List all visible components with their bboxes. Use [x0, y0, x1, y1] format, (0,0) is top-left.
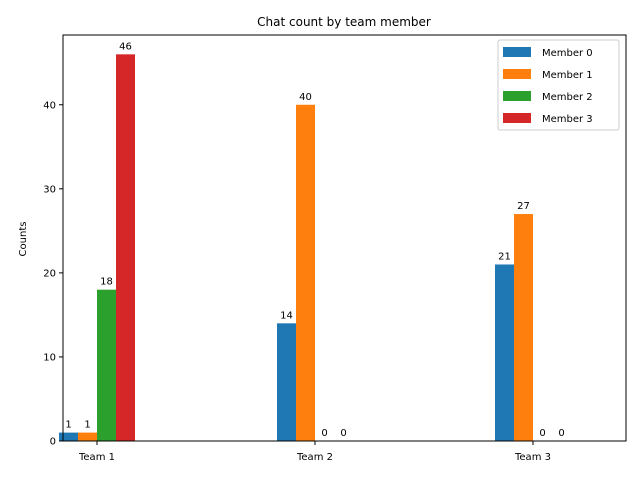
bar-member-1-team-2: [296, 104, 315, 441]
plot-area: 1 14 21 1 40 27 18 0 0 46 0 0 0 10 20 30 40 Team 1 Team 2 T…: [43, 34, 627, 463]
bar-member-1-team-1: [78, 432, 97, 441]
bar-member-0-team-1: [59, 432, 78, 441]
data-label: 40: [299, 92, 312, 103]
x-tick-label: Team 1: [78, 452, 115, 463]
legend-label: Member 3: [542, 114, 593, 125]
chart-title: Chat count by team member: [257, 15, 431, 29]
bar-member-2-team-1: [97, 289, 116, 441]
y-tick-label: 20: [43, 268, 56, 279]
x-tick-label: Team 3: [514, 452, 551, 463]
legend-swatch: [503, 113, 531, 123]
legend: Member 0 Member 1 Member 2 Member 3: [497, 39, 620, 131]
bar-member-0-team-3: [495, 264, 514, 441]
axes-frame: [62, 34, 627, 442]
bar-member-1-team-3: [514, 214, 533, 441]
data-label: 21: [498, 251, 511, 262]
data-label: 18: [100, 277, 113, 288]
data-label: 0: [340, 428, 346, 439]
data-label: 0: [558, 428, 564, 439]
data-label: 14: [280, 310, 293, 321]
legend-swatch: [503, 91, 531, 101]
data-label: 27: [517, 201, 530, 212]
data-label: 1: [65, 420, 71, 431]
y-tick-label: 30: [43, 184, 56, 195]
data-label: 0: [539, 428, 545, 439]
bar-member-3-team-1: [116, 54, 135, 441]
data-label: 46: [119, 41, 132, 52]
legend-swatch: [503, 69, 531, 79]
bar-member-0-team-2: [277, 323, 296, 441]
y-axis-label: Counts: [18, 222, 29, 257]
legend-label: Member 1: [542, 70, 593, 81]
x-tick-label: Team 2: [296, 452, 333, 463]
legend-label: Member 0: [542, 48, 593, 59]
legend-box: [497, 39, 620, 131]
data-label: 1: [84, 420, 90, 431]
y-tick-label: 10: [43, 352, 56, 363]
data-label: 0: [321, 428, 327, 439]
legend-label: Member 2: [542, 92, 593, 103]
legend-swatch: [503, 47, 531, 57]
y-tick-label: 40: [43, 100, 56, 111]
y-tick-label: 0: [50, 437, 56, 448]
